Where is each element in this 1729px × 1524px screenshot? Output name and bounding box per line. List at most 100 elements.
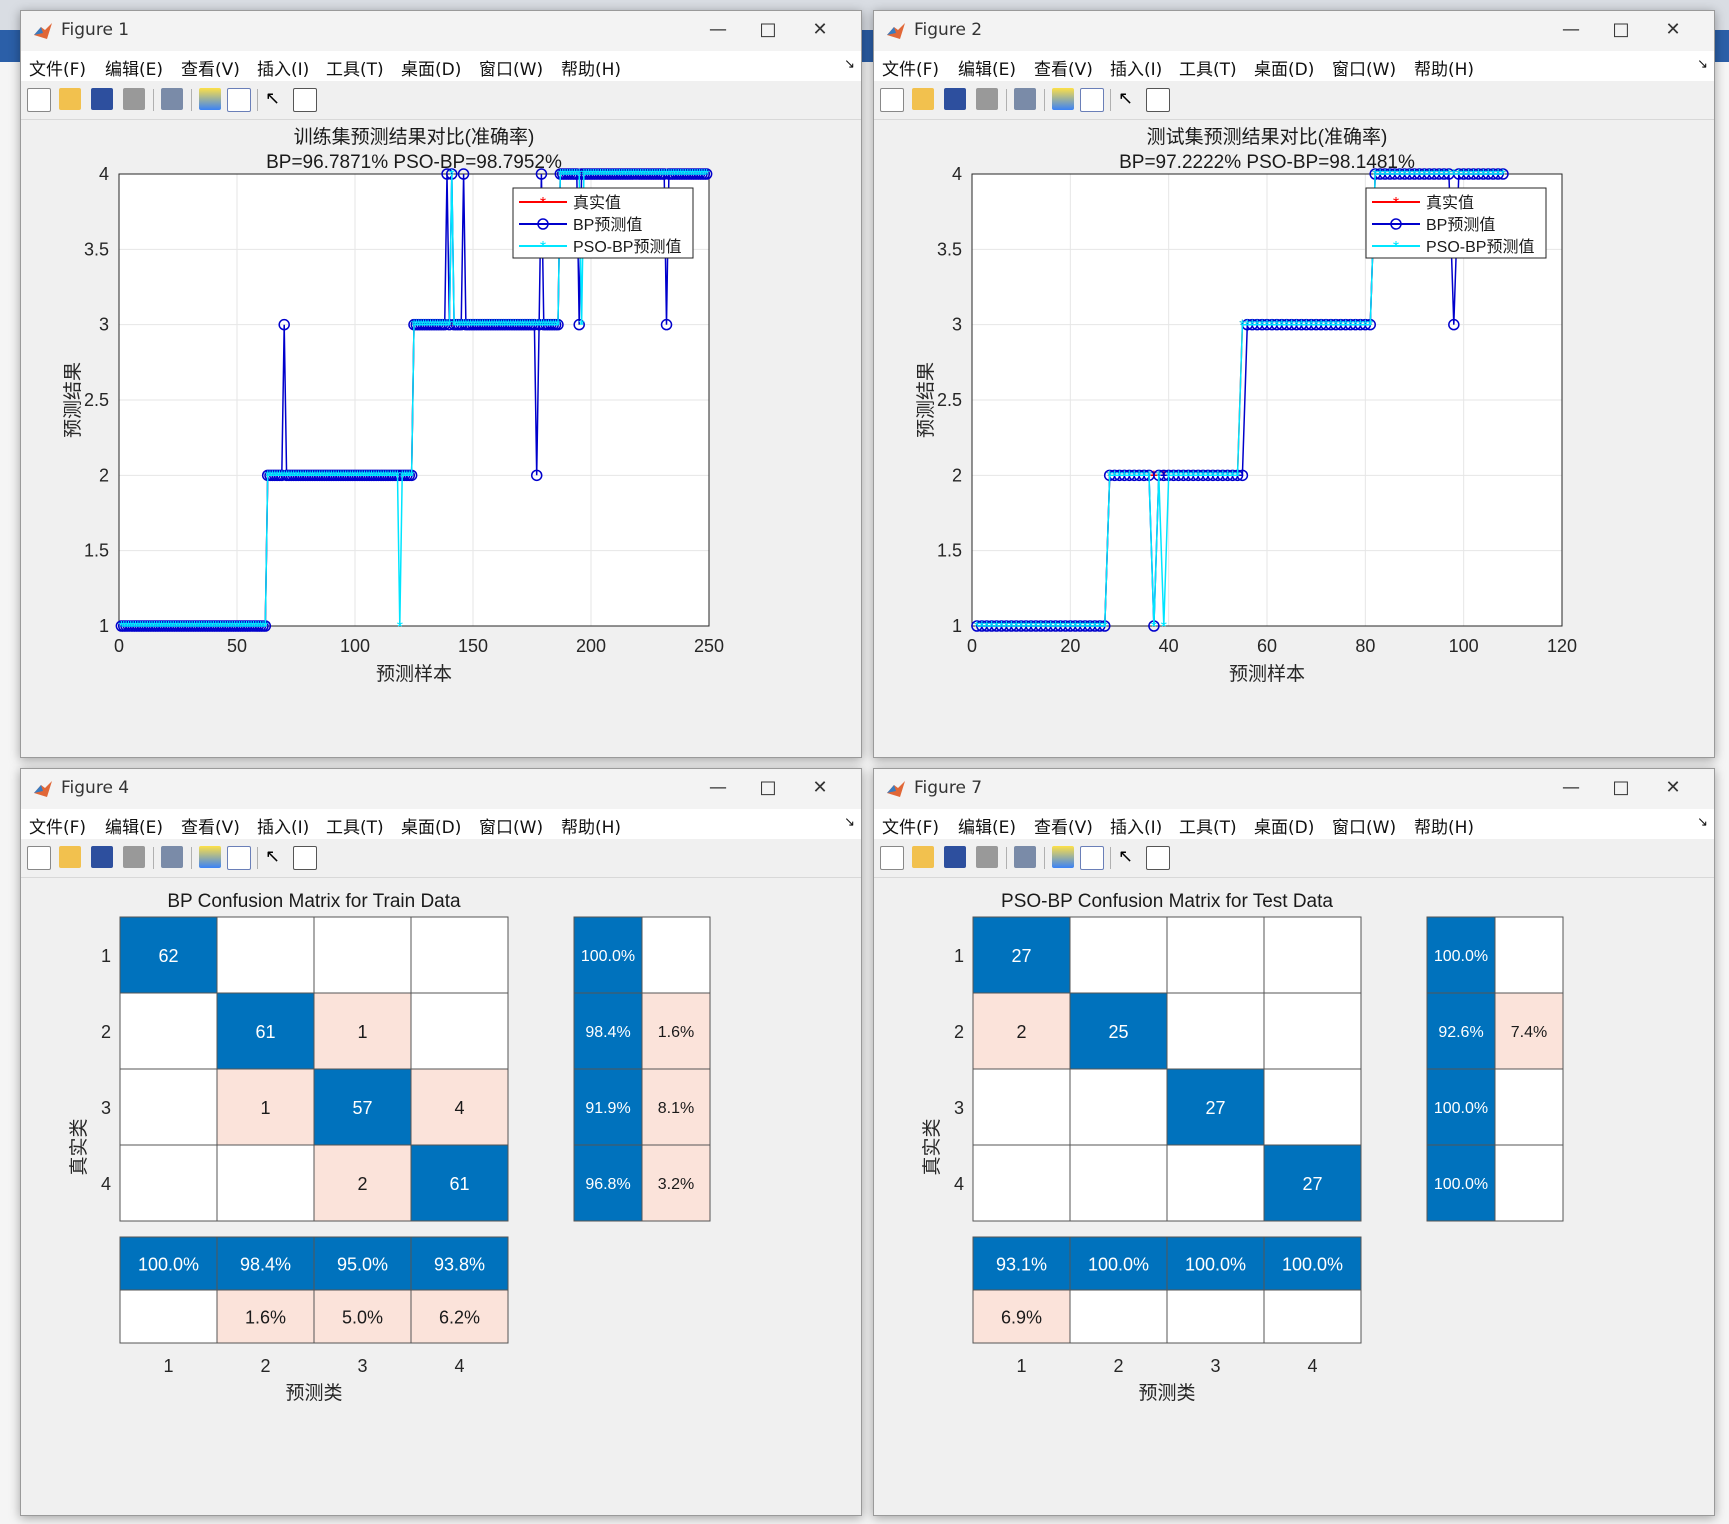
legend-icon[interactable] — [227, 846, 251, 870]
menu-desktop[interactable]: 桌面(D) — [1254, 818, 1315, 838]
new-figure-icon[interactable] — [880, 88, 904, 112]
pointer-icon[interactable]: ↖ — [1118, 846, 1134, 867]
print-icon[interactable] — [976, 88, 998, 110]
new-figure-icon[interactable] — [880, 846, 904, 870]
minimize-icon[interactable]: — — [709, 777, 727, 798]
new-figure-icon[interactable] — [27, 846, 51, 870]
data-point: * — [670, 167, 676, 184]
menu-help[interactable]: 帮助(H) — [1414, 60, 1475, 80]
menu-file[interactable]: 文件(F) — [882, 60, 940, 80]
pointer-icon[interactable]: ↖ — [265, 88, 281, 109]
menu-desktop[interactable]: 桌面(D) — [1254, 60, 1315, 80]
property-inspector-icon[interactable] — [293, 846, 317, 870]
menu-view[interactable]: 查看(V) — [181, 60, 240, 80]
colorbar-icon[interactable] — [199, 88, 221, 110]
dock-icon[interactable]: ↘ — [1697, 57, 1708, 72]
menu-edit[interactable]: 编辑(E) — [958, 60, 1017, 80]
maximize-icon[interactable]: □ — [759, 777, 777, 798]
open-file-icon[interactable] — [59, 88, 81, 110]
menu-edit[interactable]: 编辑(E) — [105, 60, 164, 80]
menu-window[interactable]: 窗口(W) — [1332, 60, 1397, 80]
maximize-icon[interactable]: □ — [1612, 777, 1630, 798]
dock-icon[interactable]: ↘ — [844, 57, 855, 72]
print-icon[interactable] — [976, 846, 998, 868]
figure-window-1[interactable]: Figure 1 — □ ✕ 文件(F) 编辑(E) 查看(V) 插入(I) 工… — [20, 10, 862, 758]
maximize-icon[interactable]: □ — [759, 19, 777, 40]
menu-help[interactable]: 帮助(H) — [561, 818, 622, 838]
new-figure-icon[interactable] — [27, 88, 51, 112]
link-plot-icon[interactable] — [161, 846, 183, 868]
title-bar[interactable]: Figure 1 — □ ✕ — [21, 11, 861, 51]
print-icon[interactable] — [123, 846, 145, 868]
property-inspector-icon[interactable] — [293, 88, 317, 112]
open-file-icon[interactable] — [59, 846, 81, 868]
menu-window[interactable]: 窗口(W) — [479, 60, 544, 80]
save-icon[interactable] — [91, 88, 113, 110]
data-point: * — [493, 318, 499, 335]
chart-title: 训练集预测结果对比(准确率) — [294, 126, 535, 148]
title-bar[interactable]: Figure 4 — □ ✕ — [21, 769, 861, 809]
menu-edit[interactable]: 编辑(E) — [105, 818, 164, 838]
menu-view[interactable]: 查看(V) — [1034, 60, 1093, 80]
menu-insert[interactable]: 插入(I) — [1110, 60, 1163, 80]
save-icon[interactable] — [944, 88, 966, 110]
minimize-icon[interactable]: — — [1562, 777, 1580, 798]
link-plot-icon[interactable] — [1014, 846, 1036, 868]
legend-icon[interactable] — [1080, 88, 1104, 112]
property-inspector-icon[interactable] — [1146, 846, 1170, 870]
menu-window[interactable]: 窗口(W) — [479, 818, 544, 838]
pointer-icon[interactable]: ↖ — [265, 846, 281, 867]
link-plot-icon[interactable] — [161, 88, 183, 110]
menu-insert[interactable]: 插入(I) — [1110, 818, 1163, 838]
colorbar-icon[interactable] — [199, 846, 221, 868]
minimize-icon[interactable]: — — [1562, 19, 1580, 40]
menu-edit[interactable]: 编辑(E) — [958, 818, 1017, 838]
menu-desktop[interactable]: 桌面(D) — [401, 818, 462, 838]
menu-insert[interactable]: 插入(I) — [257, 60, 310, 80]
close-icon[interactable]: ✕ — [812, 777, 828, 798]
menu-tools[interactable]: 工具(T) — [326, 60, 384, 80]
menu-desktop[interactable]: 桌面(D) — [401, 60, 462, 80]
menu-file[interactable]: 文件(F) — [29, 60, 87, 80]
dock-icon[interactable]: ↘ — [1697, 815, 1708, 830]
menu-tools[interactable]: 工具(T) — [1179, 60, 1237, 80]
figure-window-4[interactable]: Figure 4 — □ ✕ 文件(F) 编辑(E) 查看(V) 插入(I) 工… — [20, 768, 862, 1516]
figure-window-2[interactable]: Figure 2 — □ ✕ 文件(F) 编辑(E) 查看(V) 插入(I) 工… — [873, 10, 1715, 758]
minimize-icon[interactable]: — — [709, 19, 727, 40]
colorbar-icon[interactable] — [1052, 846, 1074, 868]
pointer-icon[interactable]: ↖ — [1118, 88, 1134, 109]
save-icon[interactable] — [91, 846, 113, 868]
title-bar[interactable]: Figure 2 — □ ✕ — [874, 11, 1714, 51]
legend-icon[interactable] — [227, 88, 251, 112]
data-point: * — [619, 167, 625, 184]
menu-tools[interactable]: 工具(T) — [326, 818, 384, 838]
title-bar[interactable]: Figure 7 — □ ✕ — [874, 769, 1714, 809]
menu-file[interactable]: 文件(F) — [29, 818, 87, 838]
colorbar-icon[interactable] — [1052, 88, 1074, 110]
maximize-icon[interactable]: □ — [1612, 19, 1630, 40]
data-point: * — [468, 318, 474, 335]
menu-view[interactable]: 查看(V) — [1034, 818, 1093, 838]
menu-insert[interactable]: 插入(I) — [257, 818, 310, 838]
legend-marker: * — [540, 239, 546, 256]
menu-view[interactable]: 查看(V) — [181, 818, 240, 838]
open-file-icon[interactable] — [912, 88, 934, 110]
close-icon[interactable]: ✕ — [1665, 777, 1681, 798]
open-file-icon[interactable] — [912, 846, 934, 868]
menu-window[interactable]: 窗口(W) — [1332, 818, 1397, 838]
close-icon[interactable]: ✕ — [1665, 19, 1681, 40]
dock-icon[interactable]: ↘ — [844, 815, 855, 830]
link-plot-icon[interactable] — [1014, 88, 1036, 110]
menu-help[interactable]: 帮助(H) — [1414, 818, 1475, 838]
close-icon[interactable]: ✕ — [812, 19, 828, 40]
legend-icon[interactable] — [1080, 846, 1104, 870]
save-icon[interactable] — [944, 846, 966, 868]
data-point: * — [515, 318, 521, 335]
menu-file[interactable]: 文件(F) — [882, 818, 940, 838]
property-inspector-icon[interactable] — [1146, 88, 1170, 112]
figure-window-7[interactable]: Figure 7 — □ ✕ 文件(F) 编辑(E) 查看(V) 插入(I) 工… — [873, 768, 1715, 1516]
menu-tools[interactable]: 工具(T) — [1179, 818, 1237, 838]
data-point: * — [220, 619, 226, 636]
menu-help[interactable]: 帮助(H) — [561, 60, 622, 80]
print-icon[interactable] — [123, 88, 145, 110]
